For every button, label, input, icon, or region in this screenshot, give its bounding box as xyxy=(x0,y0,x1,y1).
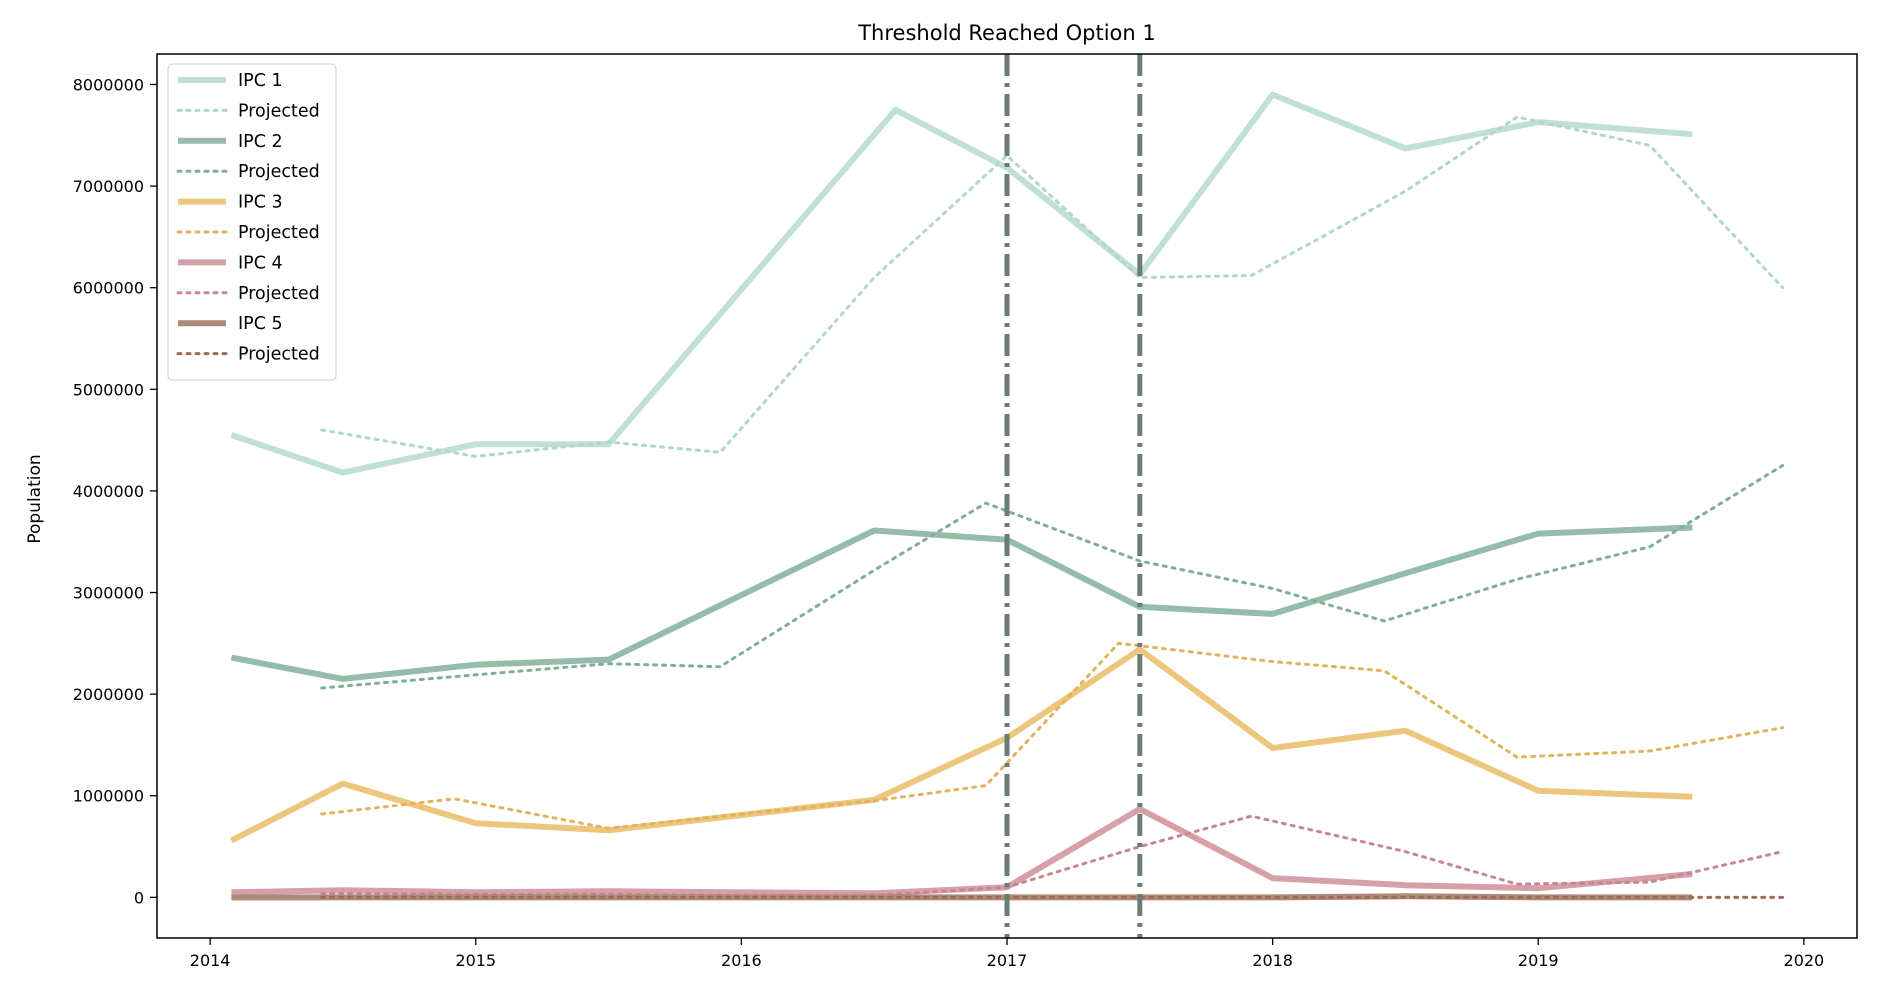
x-tick-label: 2018 xyxy=(1252,951,1293,970)
x-tick-label: 2014 xyxy=(190,951,231,970)
x-tick-label: 2019 xyxy=(1518,951,1559,970)
legend-label: Projected xyxy=(238,162,320,182)
y-tick-label: 5000000 xyxy=(73,380,144,399)
series-line-ipc-1 xyxy=(230,91,1693,476)
x-tick-label: 2017 xyxy=(987,951,1028,970)
y-tick-label: 8000000 xyxy=(73,75,144,94)
y-axis-label: Population xyxy=(25,454,45,543)
projected-line-ipc-4 xyxy=(320,814,1785,897)
y-tick-label: 0 xyxy=(134,888,144,907)
legend-label: Projected xyxy=(238,223,320,243)
legend-label: IPC 2 xyxy=(238,132,283,152)
chart-title: Threshold Reached Option 1 xyxy=(857,21,1156,45)
axes: 2014 2015 2016 2017 2018 2019 2020 0 1000000 2000… xyxy=(73,53,1858,970)
legend-label: IPC 1 xyxy=(238,71,283,91)
y-tick-label: 6000000 xyxy=(73,279,144,298)
y-tick-label: 1000000 xyxy=(73,787,144,806)
y-tick-label: 7000000 xyxy=(73,177,144,196)
legend-label: Projected xyxy=(238,345,320,365)
x-tick-label: 2020 xyxy=(1784,951,1825,970)
legend-label: IPC 4 xyxy=(238,253,283,273)
x-tick-label: 2016 xyxy=(721,951,762,970)
legend-label: IPC 5 xyxy=(238,314,283,334)
threshold-lines xyxy=(1004,54,1143,938)
legend-label: IPC 3 xyxy=(238,193,283,213)
projected-line-ipc-3 xyxy=(320,641,1785,830)
y-tick-label: 2000000 xyxy=(73,685,144,704)
legend-label: Projected xyxy=(238,101,320,121)
legend: IPC 1 Projected IPC 2 Projected IPC 3 Project… xyxy=(167,63,337,381)
projected-line-ipc-2 xyxy=(320,464,1785,690)
y-tick-label: 3000000 xyxy=(73,584,144,603)
y-tick-label: 4000000 xyxy=(73,482,144,501)
projected-line-ipc-1 xyxy=(320,115,1785,458)
legend-label: Projected xyxy=(238,284,320,304)
x-tick-label: 2015 xyxy=(455,951,496,970)
